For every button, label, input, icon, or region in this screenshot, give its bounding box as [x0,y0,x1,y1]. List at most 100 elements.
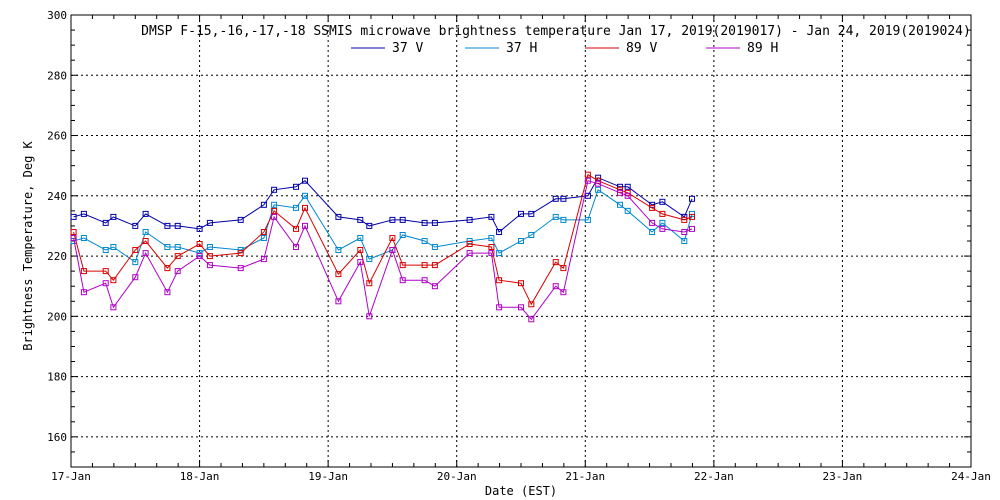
data-point-marker [293,225,299,232]
data-point-marker [584,192,591,199]
data-point-marker [293,204,299,211]
data-point-marker [421,219,428,226]
data-point-marker [518,210,524,217]
data-point-marker [366,280,373,287]
data-point-marker [689,213,695,220]
legend-label: 89 H [747,41,778,56]
x-tick-label: 22-Jan [694,470,734,483]
data-point-marker [102,280,109,287]
legend-label: 37 V [392,41,423,56]
data-point-marker [196,241,203,247]
data-point-marker [399,232,406,238]
legend: 37 V 37 H 89 V 89 H [351,41,778,56]
data-point-marker [70,235,77,241]
data-point-marker [293,244,299,250]
data-point-marker [649,204,656,211]
data-point-marker [174,268,181,275]
data-point-marker [302,222,308,229]
series-line [73,180,693,321]
x-tick-label: 21-Jan [565,470,605,483]
x-tick-label: 19-Jan [308,470,348,483]
data-point-marker [466,250,473,257]
data-point-marker [518,304,524,311]
data-point-marker [496,304,503,311]
data-point-marker [488,235,495,241]
data-point-marker [689,195,695,202]
data-point-marker [70,213,77,220]
data-point-marker [357,259,364,266]
data-point-marker [659,210,666,217]
data-point-marker [335,298,342,305]
data-point-marker [206,219,213,226]
data-point-marker [164,244,171,250]
data-point-marker [164,289,171,296]
data-point-marker [196,253,203,260]
series-89-h [70,177,695,323]
data-point-marker [132,247,139,253]
y-tick-label: 220 [47,250,67,263]
x-tick-label: 24-Jan [951,470,991,483]
data-point-marker [366,222,373,229]
data-point-marker [689,225,695,232]
data-point-marker [110,244,117,250]
data-point-marker [142,238,149,244]
data-point-marker [681,216,688,223]
data-point-marker [552,259,559,266]
data-point-marker [237,250,244,257]
data-point-marker [681,229,688,235]
data-point-marker [132,274,139,281]
data-point-marker [560,265,567,272]
data-point-marker [649,219,656,226]
data-point-marker [357,247,364,253]
data-point-marker [496,277,503,284]
data-point-marker [560,195,567,202]
data-point-marker [142,229,149,235]
x-axis-title: Date (EST) [485,484,557,498]
data-point-marker [431,283,438,290]
tick-labels: 17-Jan 18-Jan 19-Jan 20-Jan 21-Jan 22-Jan 23-J… [47,9,991,483]
data-point-marker [488,250,495,257]
data-point-marker [595,180,602,187]
data-point-marker [659,198,666,205]
data-point-marker [142,210,149,217]
series-line [73,173,693,306]
data-point-marker [335,247,342,253]
y-tick-label: 200 [47,310,67,323]
data-point-marker [584,171,591,178]
x-tick-label: 17-Jan [51,470,91,483]
series-line [73,189,693,263]
data-point-marker [237,265,244,272]
data-point-marker [488,244,495,250]
data-point-marker [399,262,406,269]
grid [71,15,971,467]
data-point-marker [335,213,342,220]
data-point-marker [237,216,244,223]
data-point-marker [132,222,139,229]
data-point-marker [617,189,623,196]
data-point-marker [80,268,87,275]
data-point-marker [389,247,396,253]
series-layer [70,171,695,323]
data-point-marker [488,213,495,220]
data-point-marker [260,229,267,235]
data-point-marker [528,316,535,323]
y-tick-label: 260 [47,130,67,143]
data-point-marker [366,313,373,320]
data-point-marker [624,192,631,199]
y-tick-label: 160 [47,431,67,444]
data-point-marker [466,241,473,247]
y-tick-label: 240 [47,190,67,203]
data-point-marker [164,265,171,272]
data-point-marker [80,289,87,296]
data-point-marker [624,207,631,214]
data-point-marker [421,262,428,269]
data-point-marker [110,304,117,311]
x-tick-label: 23-Jan [823,470,863,483]
data-point-marker [196,225,203,232]
legend-label: 89 V [626,41,657,56]
data-point-marker [659,219,666,226]
data-point-marker [110,277,117,284]
data-point-marker [80,235,87,241]
data-point-marker [528,232,535,238]
data-point-marker [649,201,656,208]
